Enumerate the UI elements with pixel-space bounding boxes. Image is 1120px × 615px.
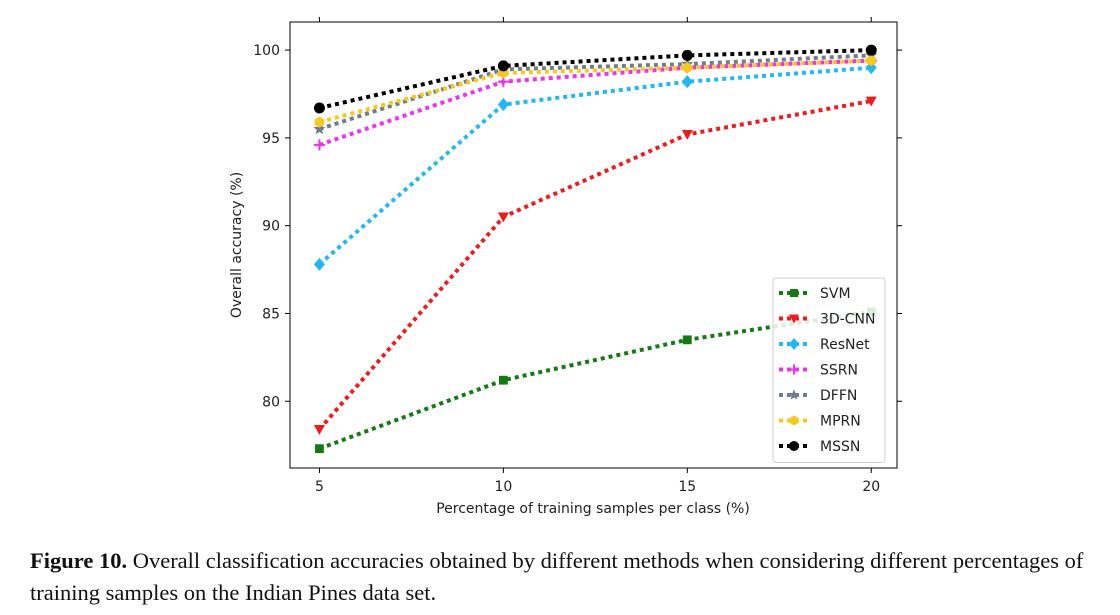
y-tick-label: 90 [262,219,280,235]
data-point [313,424,325,435]
y-tick-label: 80 [262,394,280,410]
legend-box [772,277,886,463]
x-tick-label: 15 [678,479,696,495]
series-line [318,58,872,125]
x-axis-label: Percentage of training samples per class… [436,501,750,517]
figure-label: Figure 10. [30,548,128,573]
legend-entry: SVM [779,286,851,302]
y-tick-label: 100 [253,43,280,59]
x-tick-label: 20 [862,479,880,495]
figure-caption: Figure 10. Overall classification accura… [30,545,1105,609]
legend-marker [789,314,799,324]
legend-label: SVM [820,286,851,302]
legend-marker [789,415,799,426]
data-point [498,375,508,385]
data-point [313,257,325,271]
legend-entry: SSRN [779,363,858,379]
data-point [681,129,693,140]
y-axis-label: Overall accuracy (%) [229,172,245,318]
data-point [681,49,693,61]
legend-marker [788,389,800,400]
legend-label: MPRN [820,414,861,430]
plot-area-frame [289,21,898,469]
y-tick-label: 85 [262,306,280,322]
y-tick-label: 95 [262,131,280,147]
legend-label: ResNet [820,337,870,353]
data-point [315,444,324,454]
legend-marker [789,441,799,451]
legend-entry: DFFN [779,388,857,404]
legend-entry: MSSN [779,439,860,455]
series-line [318,309,872,451]
legend-label: SSRN [820,363,858,379]
legend-entry: 3D-CNN [779,312,875,328]
data-point [681,75,693,89]
data-point [313,139,325,151]
series-3d-cnn [313,96,877,435]
legend-marker [790,289,798,297]
data-point [682,335,692,345]
legend-entry: ResNet [779,337,870,353]
x-tick-label: 10 [494,479,512,495]
data-point [866,55,877,67]
legend-entry: MPRN [779,414,861,430]
legend-label: 3D-CNN [820,312,875,328]
data-point [313,122,326,135]
legend-marker [789,338,799,350]
series-resnet [313,61,877,271]
data-point [314,116,325,128]
legend-marker [789,364,799,375]
x-tick-label: 5 [315,479,324,495]
series-mssn [313,44,877,114]
legend-label: DFFN [820,388,857,404]
line-chart: 5 10 15 20 80 85 90 95 100 SVM 3D-CNN ResNet SSRN DF… [229,17,902,517]
series-line [318,53,872,132]
series-mprn [314,55,877,128]
series-line [318,48,872,110]
figure-caption-text: Overall classification accuracies obtain… [30,548,1084,605]
series-line [318,58,872,147]
data-point [313,102,325,114]
series-line [318,65,872,266]
data-point [497,212,509,223]
data-point [682,62,693,74]
data-point [497,97,509,112]
data-point [865,96,877,107]
data-point [497,60,509,72]
series-line [317,99,872,431]
data-point [865,44,877,56]
legend-label: MSSN [820,439,860,455]
